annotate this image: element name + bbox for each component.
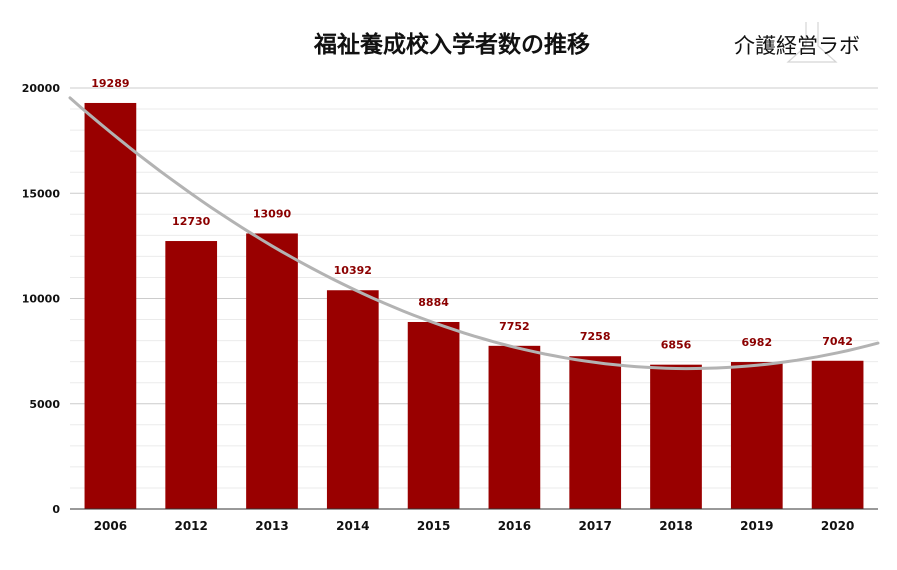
brand-logo: 介護経営ラボ — [734, 22, 860, 63]
data-label: 13090 — [253, 207, 292, 220]
x-tick-label: 2006 — [94, 519, 127, 533]
data-label: 7258 — [580, 330, 611, 343]
x-tick-label: 2019 — [740, 519, 773, 533]
data-labels: 19289 12730 13090 10392 8884 7752 7258 6856 6982… — [91, 77, 853, 352]
flask-icon — [786, 22, 838, 63]
x-tick-label: 2018 — [659, 519, 692, 533]
bar — [84, 102, 137, 509]
bar — [326, 290, 379, 509]
y-tick-label: 15000 — [22, 187, 61, 200]
data-label: 10392 — [334, 264, 372, 277]
data-label: 6982 — [741, 336, 772, 349]
x-tick-label: 2013 — [255, 519, 288, 533]
data-label: 12730 — [172, 215, 211, 228]
bar — [488, 345, 541, 509]
data-label: 19289 — [91, 77, 129, 90]
x-tick-label: 2016 — [498, 519, 531, 533]
brand-logo-text: 介護経営ラボ — [734, 34, 860, 58]
data-label: 8884 — [418, 296, 449, 309]
bar — [165, 241, 218, 509]
data-label: 6856 — [661, 339, 692, 352]
y-tick-label: 10000 — [22, 293, 61, 306]
y-tick-label: 20000 — [22, 82, 61, 95]
x-tick-label: 2017 — [578, 519, 611, 533]
y-tick-label: 5000 — [29, 398, 60, 411]
bar — [650, 364, 702, 509]
trendline — [68, 96, 880, 371]
x-tick-label: 2020 — [821, 519, 854, 533]
bar — [569, 356, 622, 509]
data-label: 7042 — [822, 335, 853, 348]
x-axis: 2006 2012 2013 2014 2015 2016 2017 2018 2019 2020 — [70, 508, 878, 533]
bar — [730, 362, 783, 509]
x-tick-label: 2015 — [417, 519, 450, 533]
x-tick-label: 2012 — [174, 519, 207, 533]
data-label: 7752 — [499, 320, 530, 333]
y-axis: 0 5000 10000 15000 20000 — [22, 82, 61, 516]
bar — [407, 321, 460, 509]
x-tick-label: 2014 — [336, 519, 369, 533]
bar — [811, 360, 864, 509]
bar — [246, 233, 298, 509]
trendline-curve — [68, 96, 880, 371]
y-tick-label: 0 — [52, 503, 60, 516]
chart-title: 福祉養成校入学者数の推移 — [313, 31, 590, 58]
bars — [84, 102, 864, 509]
